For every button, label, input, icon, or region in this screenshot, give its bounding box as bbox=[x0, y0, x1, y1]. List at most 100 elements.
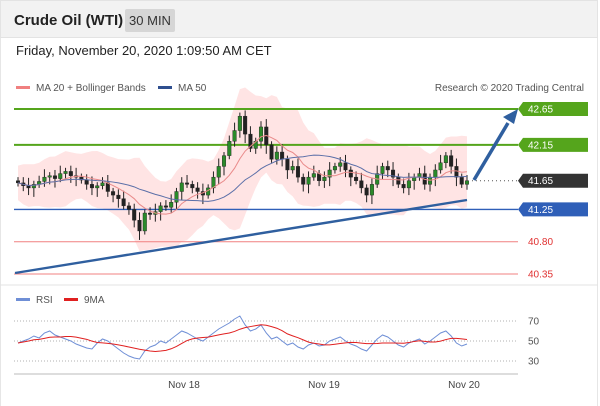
instrument-title: Crude Oil (WTI) bbox=[14, 12, 124, 29]
candle-body bbox=[438, 162, 443, 171]
candle-body bbox=[359, 180, 364, 189]
candle-body bbox=[142, 212, 147, 232]
rsi-ma-legend-label: 9MA bbox=[84, 295, 105, 306]
candle-body bbox=[306, 176, 311, 185]
candle-body bbox=[443, 155, 448, 164]
main-plot-area: 42.65 42.15 41.65 41.25 40.80 40.35 bbox=[14, 87, 588, 281]
candle-body bbox=[195, 187, 200, 192]
candle-body bbox=[216, 166, 221, 178]
rsi-legend-label: RSI bbox=[36, 295, 53, 306]
bollinger-legend-label: MA 20 + Bollinger Bands bbox=[36, 83, 146, 94]
level-label-41.25: 41.25 bbox=[528, 205, 553, 216]
candle-body bbox=[126, 205, 131, 210]
candle-body bbox=[179, 182, 184, 192]
candle-body bbox=[132, 209, 137, 221]
candle-body bbox=[211, 176, 216, 189]
candle-body bbox=[380, 166, 385, 174]
candle-body bbox=[52, 175, 57, 179]
level-label-40.35: 40.35 bbox=[528, 270, 553, 281]
candle-body bbox=[158, 205, 163, 212]
candle-body bbox=[63, 171, 68, 174]
candle-body bbox=[269, 144, 274, 160]
rsi-legend-swatch bbox=[16, 298, 30, 301]
candle-body bbox=[111, 191, 116, 196]
candle-body bbox=[348, 169, 353, 178]
candle-body bbox=[406, 180, 411, 189]
candle-body bbox=[290, 166, 295, 171]
candle-body bbox=[295, 166, 300, 178]
trend-line bbox=[14, 198, 468, 275]
candle-body bbox=[401, 184, 406, 189]
candle-body bbox=[121, 198, 126, 207]
candle-body bbox=[185, 182, 190, 185]
candle-body bbox=[237, 115, 242, 131]
x-label-nov20: Nov 20 bbox=[448, 380, 480, 391]
forecast-arrow-head bbox=[503, 109, 518, 124]
level-label-40.80: 40.80 bbox=[528, 237, 553, 248]
candle-body bbox=[248, 133, 253, 149]
candle-body bbox=[227, 141, 232, 156]
candle-body bbox=[459, 176, 464, 185]
candle-body bbox=[169, 202, 174, 208]
candle-body bbox=[243, 115, 248, 135]
candle-body bbox=[454, 166, 459, 178]
rsi-tick-30: 30 bbox=[528, 357, 540, 368]
candle-body bbox=[274, 151, 279, 160]
candle-body bbox=[465, 180, 470, 185]
level-label-41.65: 41.65 bbox=[528, 176, 553, 187]
candle-body bbox=[47, 175, 52, 178]
candle-body bbox=[332, 166, 337, 171]
candle-body bbox=[433, 169, 438, 178]
candle-body bbox=[364, 187, 369, 196]
candle-body bbox=[95, 185, 100, 189]
x-label-nov18: Nov 18 bbox=[168, 380, 200, 391]
panel-border bbox=[0, 38, 598, 406]
timeframe-badge[interactable]: 30 MIN bbox=[125, 9, 175, 32]
candle-body bbox=[148, 212, 153, 215]
x-label-nov19: Nov 19 bbox=[308, 380, 340, 391]
candle-body bbox=[322, 176, 327, 181]
level-tag-41.25 bbox=[518, 202, 588, 217]
bollinger-band bbox=[18, 87, 467, 251]
candle-body bbox=[84, 179, 89, 185]
candle-body bbox=[417, 173, 422, 178]
timestamp: Friday, November 20, 2020 1:09:50 AM CET bbox=[16, 43, 272, 58]
candle-body bbox=[449, 155, 454, 167]
candle-body bbox=[174, 191, 179, 203]
widget-header: Crude Oil (WTI) 30 MIN bbox=[0, 0, 598, 38]
candle-body bbox=[285, 159, 290, 171]
candle-body bbox=[391, 169, 396, 178]
level-label-42.65: 42.65 bbox=[528, 105, 553, 116]
candle-body bbox=[232, 130, 237, 142]
rsi-tick-70: 70 bbox=[528, 317, 540, 328]
candle-body bbox=[311, 173, 316, 178]
candle-body bbox=[327, 169, 332, 178]
candle-body bbox=[31, 184, 36, 189]
forecast-arrow-shaft bbox=[472, 122, 510, 181]
candle-body bbox=[42, 176, 47, 182]
candle-body bbox=[301, 176, 306, 185]
candle-body bbox=[89, 184, 94, 189]
candle-body bbox=[79, 176, 84, 181]
ma50-legend-label: MA 50 bbox=[178, 83, 207, 94]
candle-body bbox=[163, 205, 168, 208]
ma50-line bbox=[17, 154, 468, 202]
rsi-tick-50: 50 bbox=[528, 337, 540, 348]
ma50-legend-swatch bbox=[158, 86, 172, 89]
candle-body bbox=[137, 219, 142, 232]
candle-body bbox=[116, 194, 121, 199]
rsi-ma-line bbox=[17, 324, 468, 352]
candle-body bbox=[280, 151, 285, 160]
level-label-42.15: 42.15 bbox=[528, 140, 553, 151]
candle-body bbox=[258, 126, 263, 142]
level-tag-42.65 bbox=[518, 102, 588, 116]
candle-body bbox=[354, 176, 359, 181]
candle-body bbox=[68, 171, 73, 176]
candle-body bbox=[396, 176, 401, 185]
rsi-plot-area: 30 50 70 bbox=[14, 315, 540, 368]
bollinger-legend-swatch bbox=[16, 86, 30, 89]
rsi-line bbox=[17, 315, 468, 360]
copyright-text: Research © 2020 Trading Central bbox=[435, 83, 584, 94]
candle-body bbox=[26, 185, 31, 189]
